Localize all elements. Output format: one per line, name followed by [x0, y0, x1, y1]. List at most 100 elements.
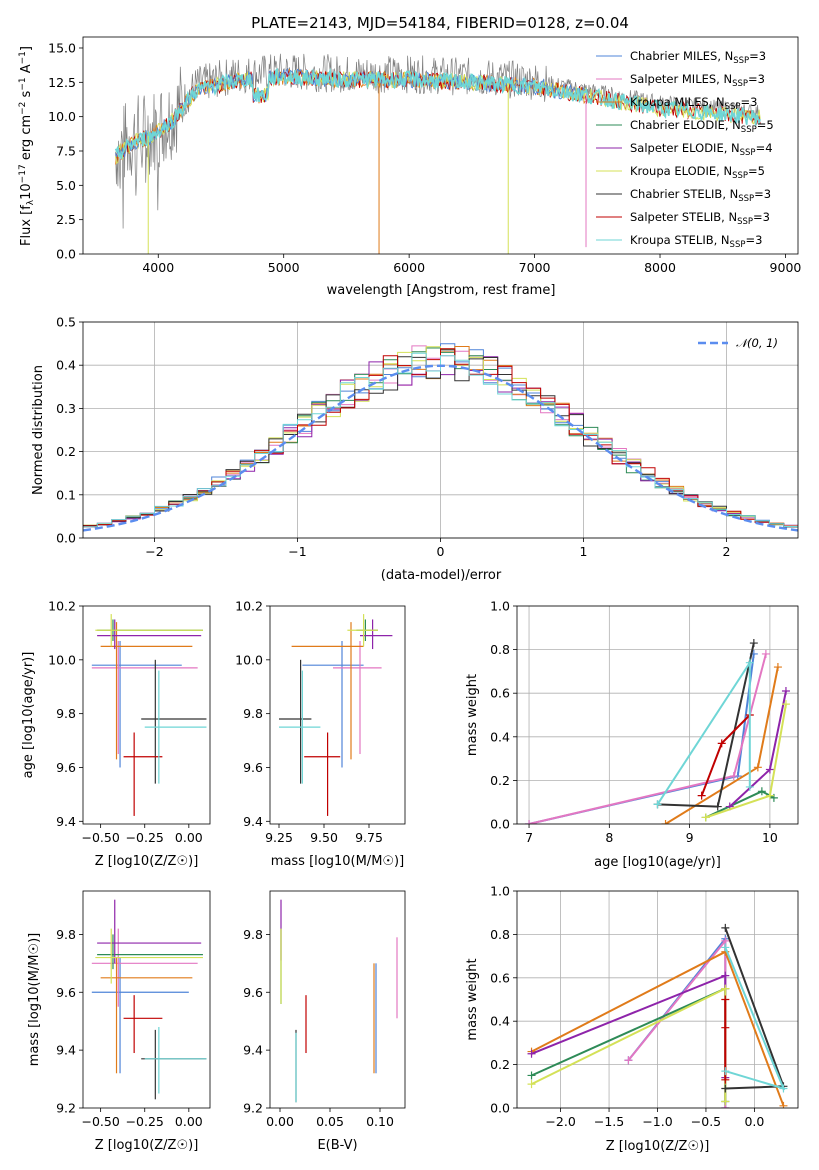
x-tick-label: −0.5: [691, 1114, 721, 1129]
legend-label: Chabrier ELODIE, NSSP=5: [630, 118, 774, 135]
weight-marker: [779, 1101, 788, 1108]
y-tick-label: 10.0: [235, 652, 263, 667]
y-tick-label: 9.8: [243, 706, 263, 721]
y-tick-label: 0.4: [490, 729, 510, 744]
x-tick-label: 9000: [770, 260, 802, 275]
y-tick-label: 0.2: [490, 773, 510, 788]
y-tick-label: 5.0: [56, 178, 76, 193]
weight-marker: [713, 802, 722, 811]
weight-marker: [765, 765, 774, 774]
model-spectrum-salpeter-stelib: [115, 69, 761, 163]
x-tick-label: −0.50: [81, 830, 119, 845]
weight-marker: [729, 772, 738, 781]
ylabel-part: −2: [18, 102, 28, 115]
y-tick-label: 0.0: [56, 247, 76, 262]
ylabel-part: −1: [18, 51, 28, 64]
legend-value: =3: [748, 72, 765, 86]
weight-marker: [781, 687, 790, 696]
x-tick-label: 0.00: [266, 1114, 294, 1129]
x-tick-label: 8000: [644, 260, 676, 275]
x-tick-label: −0.25: [126, 830, 164, 845]
y-tick-label: 0.4: [490, 1014, 510, 1029]
legend-label: Chabrier STELIB, NSSP=3: [630, 187, 771, 204]
mass-vs-ebv-plot-area: [280, 899, 398, 1103]
ylabel-part: Flux [f: [19, 205, 34, 246]
legend-label: Salpeter MILES, NSSP=3: [630, 72, 765, 89]
x-tick-label: 0: [437, 544, 445, 559]
legend-subscript: SSP: [741, 125, 757, 135]
weight-vs-Z-plot-area: [527, 923, 788, 1108]
mass-vs-Z-plot-area: [91, 899, 207, 1100]
y-tick-label: 0.6: [490, 686, 510, 701]
x-tick-label: 9.25: [265, 830, 293, 845]
mass-vs-Z-axes: −0.50 −0.25 0.00 9.2 9.4 9.6 9.8: [56, 927, 203, 1129]
age-vs-mass-xlabel: mass [log10(M/M☉)]: [271, 854, 404, 869]
x-tick-label: 2: [723, 544, 731, 559]
y-tick-label: 0.2: [490, 1057, 510, 1072]
spectrum-plot-area: [114, 53, 761, 254]
y-tick-label: 0.8: [490, 927, 510, 942]
weight-vs-Z-axes: −2.0 −1.5 −1.0 −0.5 0.0 0.0 0.2 0.4 0.6 0.8 1.0: [490, 884, 798, 1129]
weight-marker: [721, 971, 730, 980]
y-tick-label: 9.6: [56, 760, 76, 775]
y-tick-label: 1.0: [490, 599, 510, 614]
model-spectrum-kroupa-stelib: [114, 67, 761, 159]
x-tick-label: 4000: [142, 260, 174, 275]
age-vs-mass-axes: 9.25 9.50 9.75 9.4 9.6 9.8 10.0 10.2: [235, 599, 383, 846]
x-tick-label: 5000: [268, 260, 300, 275]
age-vs-Z-axes: −0.50 −0.25 0.00 9.4 9.6 9.8 10.0 10.2: [48, 599, 203, 846]
residual-ylabel: Normed distribution: [31, 365, 46, 495]
legend-value: =5: [748, 164, 765, 178]
residual-xlabel: (data-model)/error: [381, 568, 502, 583]
residual-frame: [82, 321, 799, 539]
y-tick-label: 0.3: [56, 401, 76, 416]
legend-subscript: SSP: [737, 217, 753, 227]
spectrum-ylabel: Flux [fλ10−17 erg cm−2 s−1 A−1]: [18, 46, 36, 246]
weight-marker: [527, 1071, 536, 1080]
legend-label: Chabrier MILES, NSSP=3: [630, 49, 766, 66]
y-tick-label: 9.8: [56, 706, 76, 721]
x-tick-label: 0.0: [744, 1114, 764, 1129]
weight-marker: [721, 1023, 730, 1032]
weight-marker: [761, 649, 770, 658]
x-tick-label: −2: [145, 544, 163, 559]
weight-marker: [749, 639, 758, 648]
weight-marker: [525, 820, 534, 824]
age-vs-Z-plot-area: [91, 614, 207, 816]
weight-marker: [721, 923, 730, 932]
y-tick-label: 7.5: [56, 143, 76, 158]
weight-marker: [653, 800, 662, 809]
normal-legend-label: 𝒩(0, 1): [736, 336, 778, 350]
y-tick-label: 9.6: [243, 760, 263, 775]
y-tick-label: 9.6: [56, 985, 76, 1000]
y-tick-label: 1.0: [490, 884, 510, 899]
weight-marker: [773, 663, 782, 672]
y-tick-label: 9.4: [56, 1043, 76, 1058]
weight-marker: [721, 1075, 730, 1084]
age-vs-Z-frame: [82, 605, 211, 825]
y-tick-label: 0.8: [490, 642, 510, 657]
y-tick-label: 9.8: [243, 927, 263, 942]
legend-value: =5: [757, 118, 774, 132]
spectrum-axes: 4000 5000 6000 7000 8000 9000 0.0 2.5 5.0 7.5 10.0…: [48, 40, 801, 275]
weight-marker: [769, 793, 778, 802]
x-tick-label: −1.0: [642, 1114, 672, 1129]
y-tick-label: 0.5: [56, 315, 76, 330]
ylabel-part: ]: [19, 46, 34, 51]
mass-vs-ebv-frame: [269, 890, 406, 1109]
weight-marker: [765, 791, 774, 800]
weight-vs-Z-xlabel: Z [log10(Z/Z☉)]: [606, 1139, 710, 1154]
ylabel-part: −17: [18, 164, 28, 183]
weight-marker: [779, 1084, 788, 1093]
y-tick-label: 0.4: [56, 358, 76, 373]
x-tick-label: 9: [686, 830, 694, 845]
y-tick-label: 0.2: [56, 444, 76, 459]
weight-vs-age-frame: [516, 605, 799, 825]
spectrum-legend: Chabrier MILES, NSSP=3 Salpeter MILES, NS…: [596, 49, 774, 250]
ylabel-part: erg cm: [19, 115, 34, 164]
legend-subscript: SSP: [740, 148, 756, 158]
legend-subscript: SSP: [732, 171, 748, 181]
legend-value: =3: [740, 95, 757, 109]
age-vs-Z-xlabel: Z [log10(Z/Z☉)]: [95, 854, 199, 869]
y-tick-label: 2.5: [56, 212, 76, 227]
